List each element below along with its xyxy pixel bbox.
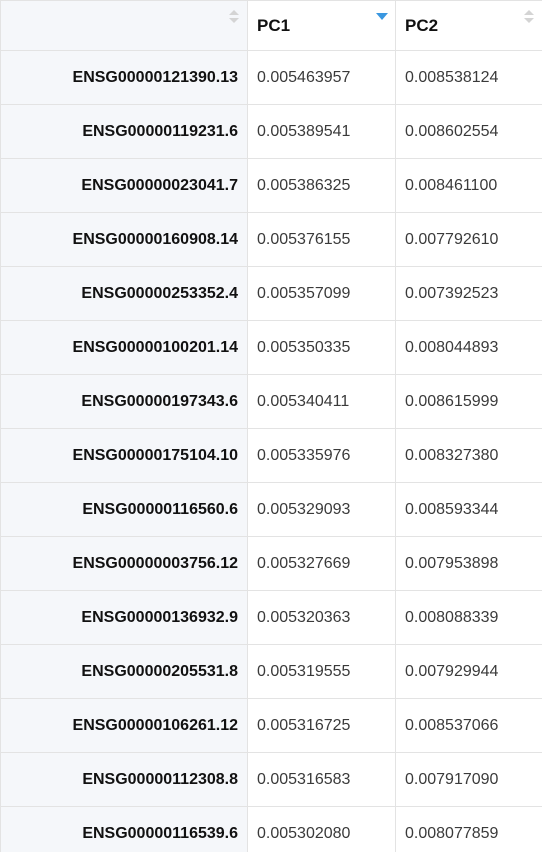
table-body: ENSG00000121390.13 0.005463957 0.008538124… bbox=[1, 51, 542, 852]
table-row[interactable]: ENSG00000119231.6 0.005389541 0.008602554 bbox=[1, 105, 542, 159]
pc2-cell: 0.008602554 bbox=[396, 105, 542, 159]
table-header: PC1 PC2 bbox=[1, 1, 542, 51]
row-name-cell: ENSG00000116539.6 bbox=[1, 807, 248, 852]
table-row[interactable]: ENSG00000197343.6 0.005340411 0.008615999 bbox=[1, 375, 542, 429]
pc2-cell: 0.007792610 bbox=[396, 213, 542, 267]
row-name-cell: ENSG00000119231.6 bbox=[1, 105, 248, 159]
pc2-cell: 0.008044893 bbox=[396, 321, 542, 375]
pc1-cell: 0.005319555 bbox=[248, 645, 396, 699]
pc1-cell: 0.005350335 bbox=[248, 321, 396, 375]
pc1-cell: 0.005327669 bbox=[248, 537, 396, 591]
pc1-cell: 0.005320363 bbox=[248, 591, 396, 645]
pc1-cell: 0.005376155 bbox=[248, 213, 396, 267]
table-row[interactable]: ENSG00000121390.13 0.005463957 0.008538124 bbox=[1, 51, 542, 105]
pc2-cell: 0.008593344 bbox=[396, 483, 542, 537]
column-header-rownames[interactable] bbox=[1, 1, 248, 51]
pc1-cell: 0.005302080 bbox=[248, 807, 396, 852]
pc1-cell: 0.005316583 bbox=[248, 753, 396, 807]
pc2-cell: 0.008327380 bbox=[396, 429, 542, 483]
pc1-cell: 0.005316725 bbox=[248, 699, 396, 753]
header-row: PC1 PC2 bbox=[1, 1, 542, 51]
table-row[interactable]: ENSG00000023041.7 0.005386325 0.008461100 bbox=[1, 159, 542, 213]
pc2-cell: 0.008461100 bbox=[396, 159, 542, 213]
row-name-cell: ENSG00000175104.10 bbox=[1, 429, 248, 483]
pc1-cell: 0.005389541 bbox=[248, 105, 396, 159]
pc1-cell: 0.005340411 bbox=[248, 375, 396, 429]
column-header-pc1[interactable]: PC1 bbox=[248, 1, 396, 51]
row-name-cell: ENSG00000112308.8 bbox=[1, 753, 248, 807]
row-name-cell: ENSG00000003756.12 bbox=[1, 537, 248, 591]
pc2-cell: 0.008538124 bbox=[396, 51, 542, 105]
pc2-cell: 0.008537066 bbox=[396, 699, 542, 753]
sort-both-icon[interactable] bbox=[524, 10, 534, 26]
pc2-cell: 0.007392523 bbox=[396, 267, 542, 321]
table-row[interactable]: ENSG00000136932.9 0.005320363 0.008088339 bbox=[1, 591, 542, 645]
table-row[interactable]: ENSG00000205531.8 0.005319555 0.007929944 bbox=[1, 645, 542, 699]
table-row[interactable]: ENSG00000112308.8 0.005316583 0.007917090 bbox=[1, 753, 542, 807]
row-name-cell: ENSG00000205531.8 bbox=[1, 645, 248, 699]
pc2-cell: 0.008615999 bbox=[396, 375, 542, 429]
row-name-cell: ENSG00000116560.6 bbox=[1, 483, 248, 537]
table-row[interactable]: ENSG00000003756.12 0.005327669 0.007953898 bbox=[1, 537, 542, 591]
pc2-cell: 0.007917090 bbox=[396, 753, 542, 807]
table-row[interactable]: ENSG00000253352.4 0.005357099 0.007392523 bbox=[1, 267, 542, 321]
pc2-cell: 0.008088339 bbox=[396, 591, 542, 645]
table-row[interactable]: ENSG00000160908.14 0.005376155 0.007792610 bbox=[1, 213, 542, 267]
table-row[interactable]: ENSG00000116560.6 0.005329093 0.008593344 bbox=[1, 483, 542, 537]
row-name-cell: ENSG00000197343.6 bbox=[1, 375, 248, 429]
pc1-cell: 0.005463957 bbox=[248, 51, 396, 105]
table-row[interactable]: ENSG00000106261.12 0.005316725 0.008537066 bbox=[1, 699, 542, 753]
pc1-cell: 0.005335976 bbox=[248, 429, 396, 483]
pc2-cell: 0.008077859 bbox=[396, 807, 542, 852]
column-header-pc2[interactable]: PC2 bbox=[396, 1, 542, 51]
row-name-cell: ENSG00000136932.9 bbox=[1, 591, 248, 645]
pc1-cell: 0.005386325 bbox=[248, 159, 396, 213]
row-name-cell: ENSG00000160908.14 bbox=[1, 213, 248, 267]
row-name-cell: ENSG00000023041.7 bbox=[1, 159, 248, 213]
table-row[interactable]: ENSG00000100201.14 0.005350335 0.008044893 bbox=[1, 321, 542, 375]
row-name-cell: ENSG00000253352.4 bbox=[1, 267, 248, 321]
pc1-cell: 0.005357099 bbox=[248, 267, 396, 321]
row-name-cell: ENSG00000100201.14 bbox=[1, 321, 248, 375]
pc2-cell: 0.007929944 bbox=[396, 645, 542, 699]
column-header-label: PC2 bbox=[405, 16, 438, 35]
pc1-cell: 0.005329093 bbox=[248, 483, 396, 537]
pc2-cell: 0.007953898 bbox=[396, 537, 542, 591]
sort-descending-icon[interactable] bbox=[377, 10, 387, 26]
table-row[interactable]: ENSG00000175104.10 0.005335976 0.008327380 bbox=[1, 429, 542, 483]
table-row[interactable]: ENSG00000116539.6 0.005302080 0.008077859 bbox=[1, 807, 542, 852]
row-name-cell: ENSG00000106261.12 bbox=[1, 699, 248, 753]
column-header-label: PC1 bbox=[257, 16, 290, 35]
row-name-cell: ENSG00000121390.13 bbox=[1, 51, 248, 105]
sort-both-icon[interactable] bbox=[229, 10, 239, 26]
